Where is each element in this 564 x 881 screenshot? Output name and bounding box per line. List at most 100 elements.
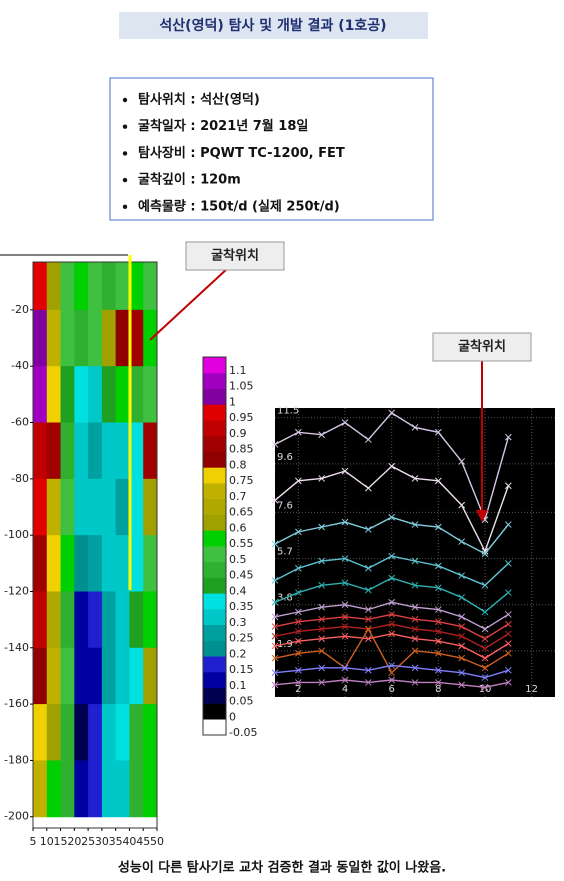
- cell: [129, 704, 144, 761]
- callout-box: [185, 241, 285, 271]
- cell: [46, 535, 62, 592]
- cell: [74, 535, 89, 592]
- cell: [143, 309, 157, 367]
- point-marker: [318, 523, 326, 531]
- info-item: 굴착일자 : 2021년 7월 18일: [138, 118, 308, 134]
- point-marker: [504, 589, 512, 596]
- cell: [101, 647, 117, 705]
- cell: [88, 309, 103, 367]
- cell: [46, 309, 62, 367]
- y-tick-label: 5.7: [277, 547, 293, 558]
- cell: [143, 704, 157, 761]
- point-marker: [341, 579, 349, 587]
- color-bar-label: 0.8: [229, 458, 247, 471]
- point-marker: [388, 409, 396, 417]
- point-marker: [388, 620, 396, 628]
- cell: [129, 262, 144, 311]
- info-item: 탐사장비 : PQWT TC-1200, FET: [138, 145, 345, 161]
- x-tick-label: 12: [525, 684, 538, 695]
- plot-bg: [275, 408, 555, 697]
- bullet: [122, 97, 128, 103]
- y-tick-label: -40: [11, 359, 29, 372]
- x-tick-label: 25: [81, 835, 95, 848]
- point-marker: [434, 523, 442, 531]
- callout-line: [149, 267, 229, 341]
- bullet: [122, 204, 128, 209]
- point-marker: [458, 458, 466, 465]
- cell: [143, 591, 157, 649]
- y-tick-label: -80: [11, 472, 29, 485]
- color-bin: [203, 703, 226, 720]
- point-marker: [388, 630, 396, 638]
- point-marker: [364, 436, 372, 443]
- x-tick-label: 10: [479, 684, 492, 695]
- info-box: [109, 77, 434, 221]
- color-bar-label: -0.05: [229, 726, 257, 739]
- cells: [33, 262, 157, 818]
- color-bin: [203, 514, 226, 531]
- x-tick-label: 4: [342, 684, 348, 695]
- point-marker: [364, 666, 372, 674]
- point-marker: [271, 669, 279, 677]
- point-marker: [458, 642, 466, 650]
- point-marker: [411, 615, 419, 623]
- bullet: [122, 151, 128, 156]
- x-tick-label: 15: [54, 835, 68, 848]
- color-bin: [203, 482, 226, 500]
- color-bin: [203, 467, 226, 484]
- point-marker: [481, 654, 489, 662]
- point-marker: [341, 664, 349, 672]
- point-marker: [411, 625, 419, 633]
- point-marker: [318, 679, 326, 686]
- cell: [115, 591, 130, 649]
- point-marker: [271, 496, 279, 504]
- point-marker: [458, 572, 466, 579]
- point-marker: [458, 669, 466, 677]
- cell: [60, 478, 75, 536]
- point-marker: [411, 679, 419, 686]
- y-tick-label: -180: [4, 753, 29, 766]
- callout-label: 굴착위치: [211, 248, 259, 264]
- y-tick-label: 9.6: [277, 452, 293, 463]
- x-tick-label: 6: [388, 684, 394, 695]
- color-bar-label: 1.1: [229, 364, 247, 377]
- cell: [33, 478, 48, 536]
- color-bin: [203, 656, 226, 673]
- point-marker: [364, 635, 372, 643]
- point-marker: [481, 635, 489, 643]
- cell: [46, 591, 62, 649]
- point-marker: [271, 441, 279, 448]
- point-marker: [294, 649, 302, 657]
- point-marker: [504, 666, 512, 674]
- point-marker: [318, 581, 326, 589]
- cell: [129, 478, 144, 536]
- point-marker: [504, 630, 512, 638]
- point-marker: [411, 635, 419, 643]
- point-marker: [364, 679, 372, 686]
- cell: [46, 760, 62, 818]
- x-tick-label: 10: [40, 835, 54, 848]
- color-bin: [203, 498, 226, 515]
- cell: [115, 704, 130, 761]
- cell: [33, 591, 48, 649]
- point-marker: [411, 664, 419, 672]
- cell: [46, 647, 62, 705]
- color-bin: [203, 451, 226, 468]
- cell: [115, 309, 130, 367]
- point-marker: [364, 564, 372, 572]
- point-marker: [504, 433, 512, 441]
- cell: [33, 647, 48, 705]
- cell: [88, 535, 103, 592]
- point-marker: [364, 615, 372, 623]
- color-bin: [203, 357, 226, 374]
- point-marker: [388, 462, 396, 470]
- point-marker: [504, 620, 512, 628]
- x-tick-label: 45: [136, 835, 150, 848]
- x-tick-label: 50: [150, 835, 164, 848]
- cell: [33, 366, 48, 424]
- point-marker: [434, 606, 442, 613]
- cell: [60, 535, 75, 592]
- cell: [101, 760, 117, 818]
- color-bar-label: 0.95: [229, 411, 254, 424]
